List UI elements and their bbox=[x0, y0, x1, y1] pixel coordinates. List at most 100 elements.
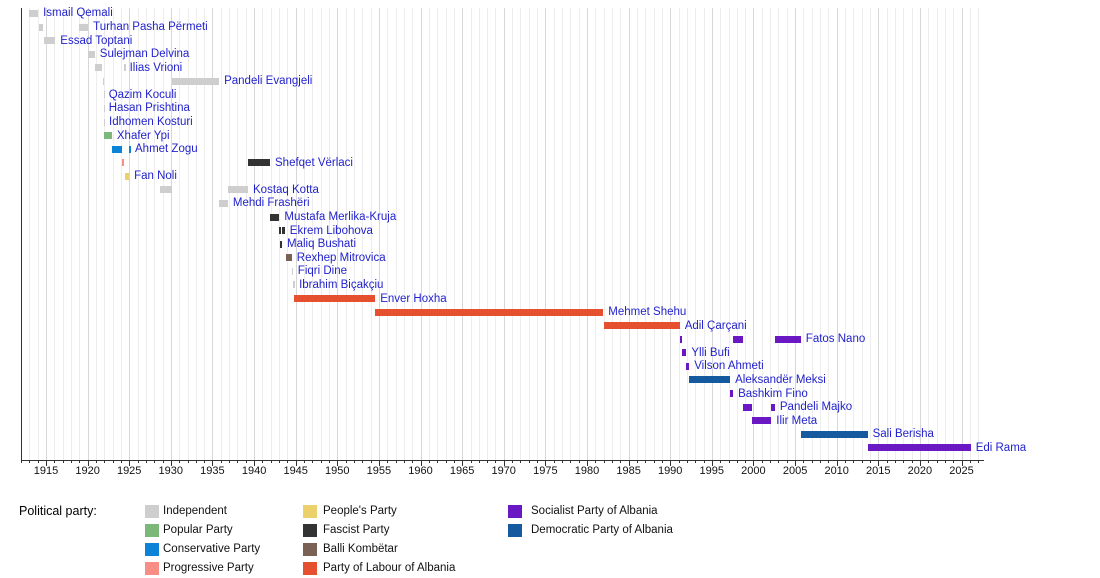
minor-tick bbox=[911, 460, 913, 463]
pm-name-label[interactable]: Fatos Nano bbox=[805, 333, 866, 346]
timeline-bar[interactable] bbox=[111, 145, 123, 153]
timeline-bar[interactable] bbox=[294, 295, 376, 302]
timeline-bar[interactable] bbox=[743, 403, 752, 411]
pm-name-label[interactable]: Aleksandër Meksi bbox=[735, 373, 826, 386]
timeline-bar[interactable] bbox=[279, 227, 281, 235]
timeline-bar[interactable] bbox=[682, 349, 687, 357]
timeline-bar[interactable] bbox=[219, 199, 228, 207]
minor-tick bbox=[312, 460, 314, 463]
pm-name-label[interactable]: Kostaq Kotta bbox=[253, 183, 319, 196]
timeline-bar[interactable] bbox=[248, 159, 271, 167]
minor-tick bbox=[845, 460, 846, 463]
minor-tick bbox=[54, 460, 56, 463]
minor-tick bbox=[104, 460, 106, 463]
timeline-bar[interactable] bbox=[227, 186, 248, 194]
x-tick-label: 1995 bbox=[699, 465, 725, 477]
timeline-bar[interactable] bbox=[604, 322, 680, 330]
timeline-bar[interactable] bbox=[78, 23, 89, 31]
timeline-bar[interactable] bbox=[867, 444, 971, 452]
gridline bbox=[445, 8, 447, 460]
timeline-bar[interactable] bbox=[286, 254, 292, 262]
pm-name-label[interactable]: Ylli Bufi bbox=[691, 346, 730, 359]
legend-label-independent: Independent bbox=[163, 505, 227, 517]
pm-name-label[interactable]: Adil Çarçani bbox=[684, 319, 747, 332]
timeline-bar[interactable] bbox=[282, 227, 285, 235]
pm-name-label[interactable]: Ibrahim Biçakçiu bbox=[299, 278, 384, 291]
timeline-bar[interactable] bbox=[103, 118, 106, 126]
pm-name-label[interactable]: Turhan Pasha Përmeti bbox=[93, 21, 208, 33]
minor-tick bbox=[179, 460, 181, 463]
pm-name-label[interactable]: Ilir Meta bbox=[776, 414, 818, 427]
timeline-bar[interactable] bbox=[129, 145, 131, 153]
gridline bbox=[270, 8, 272, 460]
x-tick-label: 2000 bbox=[741, 465, 766, 477]
pm-name-label[interactable]: Ekrem Libohova bbox=[289, 224, 373, 237]
timeline-bar[interactable] bbox=[159, 186, 173, 194]
timeline-bar[interactable] bbox=[94, 64, 103, 72]
minor-tick bbox=[678, 460, 680, 463]
timeline-bar[interactable] bbox=[280, 240, 282, 248]
timeline-bar[interactable] bbox=[28, 9, 39, 17]
pm-name-label[interactable]: Bashkim Fino bbox=[738, 387, 808, 400]
x-tick-label: 1915 bbox=[33, 465, 59, 477]
minor-tick bbox=[478, 460, 480, 463]
timeline-bar[interactable] bbox=[774, 335, 801, 343]
timeline-bar[interactable] bbox=[730, 390, 734, 397]
timeline-bar[interactable] bbox=[800, 430, 868, 438]
timeline-bar[interactable] bbox=[733, 335, 743, 343]
pm-name-label[interactable]: Qazim Koculi bbox=[108, 88, 177, 101]
timeline-bar[interactable] bbox=[771, 403, 775, 411]
major-tick bbox=[878, 460, 880, 466]
timeline-bar[interactable] bbox=[291, 267, 294, 275]
timeline-bar[interactable] bbox=[124, 172, 130, 180]
pm-name-label[interactable]: Fan Noli bbox=[134, 170, 177, 183]
timeline-bar[interactable] bbox=[375, 308, 604, 316]
pm-name-label[interactable]: Enver Hoxha bbox=[380, 292, 447, 305]
pm-name-label[interactable]: Hasan Prishtina bbox=[108, 102, 190, 115]
pm-name-label[interactable]: Mehdi Frashëri bbox=[232, 197, 310, 210]
timeline-bar[interactable] bbox=[124, 64, 126, 72]
timeline-bar[interactable] bbox=[103, 91, 106, 99]
timeline-bar[interactable] bbox=[102, 77, 105, 85]
timeline-bar[interactable] bbox=[122, 159, 125, 167]
pm-name-label[interactable]: Pandeli Evangjeli bbox=[224, 75, 313, 88]
gridline bbox=[145, 8, 147, 460]
x-tick-label: 1925 bbox=[116, 465, 142, 477]
timeline-bar[interactable] bbox=[270, 213, 280, 221]
timeline-bar[interactable] bbox=[104, 132, 112, 140]
timeline-bar[interactable] bbox=[44, 37, 56, 44]
gridline bbox=[811, 8, 813, 460]
pm-name-label[interactable]: Sali Berisha bbox=[872, 428, 934, 441]
minor-tick bbox=[953, 460, 955, 463]
pm-name-label[interactable]: Ilias Vrioni bbox=[129, 61, 183, 74]
pm-name-label[interactable]: Edi Rama bbox=[975, 441, 1027, 454]
timeline-bar[interactable] bbox=[293, 281, 295, 289]
pm-name-label[interactable]: Fiqri Dine bbox=[297, 265, 348, 278]
pm-name-label[interactable]: Ismail Qemali bbox=[43, 7, 113, 20]
pm-name-label[interactable]: Essad Toptani bbox=[60, 34, 133, 47]
gridline bbox=[845, 8, 846, 460]
minor-tick bbox=[112, 460, 114, 463]
gridline bbox=[46, 8, 47, 460]
pm-name-label[interactable]: Vilson Ahmeti bbox=[694, 360, 764, 373]
timeline-bar[interactable] bbox=[686, 362, 690, 370]
pm-name-label[interactable]: Xhafer Ypi bbox=[116, 129, 170, 142]
pm-name-label[interactable]: Maliq Bushati bbox=[287, 238, 357, 251]
pm-name-label[interactable]: Mehmet Shehu bbox=[608, 306, 687, 318]
timeline-bar[interactable] bbox=[679, 335, 682, 343]
legend-label-peoples: People's Party bbox=[323, 505, 397, 517]
timeline-bar[interactable] bbox=[689, 376, 731, 384]
pm-name-label[interactable]: Pandeli Majko bbox=[779, 401, 853, 414]
gridline bbox=[961, 8, 963, 460]
pm-name-label[interactable]: Idhomen Kosturi bbox=[109, 116, 193, 128]
timeline-bar[interactable] bbox=[39, 23, 44, 31]
pm-name-label[interactable]: Ahmet Zogu bbox=[135, 143, 198, 156]
timeline-bar[interactable] bbox=[172, 77, 220, 85]
timeline-bar[interactable] bbox=[751, 417, 772, 425]
pm-name-label[interactable]: Sulejman Delvina bbox=[99, 48, 190, 61]
pm-name-label[interactable]: Rexhep Mitrovica bbox=[296, 251, 386, 264]
pm-name-label[interactable]: Shefqet Vërlaci bbox=[275, 156, 353, 169]
timeline-bar[interactable] bbox=[103, 104, 106, 112]
timeline-bar[interactable] bbox=[88, 50, 95, 58]
pm-name-label[interactable]: Mustafa Merlika-Kruja bbox=[284, 211, 397, 223]
